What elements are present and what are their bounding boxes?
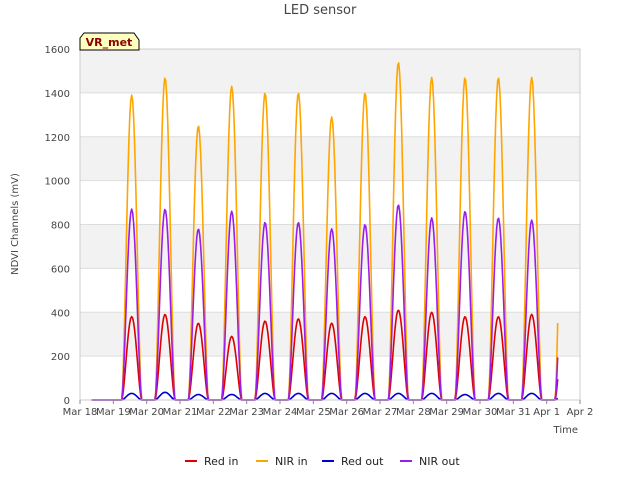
y-tick-label: 1400 bbox=[45, 89, 70, 100]
legend: Red in NIR in Red out NIR out bbox=[185, 455, 460, 468]
x-tick-label: Mar 27 bbox=[363, 407, 398, 418]
x-tick-label: Mar 22 bbox=[196, 407, 231, 418]
x-tick-label: Mar 23 bbox=[229, 407, 264, 418]
legend-label: NIR out bbox=[419, 455, 460, 468]
legend-label: NIR in bbox=[275, 455, 308, 468]
y-tick-label: 200 bbox=[51, 352, 70, 363]
y-tick-label: 1000 bbox=[45, 177, 70, 188]
x-tick-label: Mar 21 bbox=[163, 407, 198, 418]
x-tick-label: Mar 24 bbox=[263, 407, 298, 418]
x-tick-label: Mar 25 bbox=[296, 407, 331, 418]
x-tick-label: Mar 18 bbox=[63, 407, 98, 418]
x-tick-label: Mar 31 bbox=[496, 407, 531, 418]
x-tick-label: Mar 26 bbox=[329, 407, 364, 418]
station-badge-label: VR_met bbox=[86, 36, 133, 49]
y-tick-label: 600 bbox=[51, 264, 70, 275]
x-tick-label: Mar 19 bbox=[96, 407, 131, 418]
x-tick-label: Apr 1 bbox=[533, 407, 560, 418]
legend-label: Red out bbox=[341, 455, 384, 468]
y-tick-label: 400 bbox=[51, 308, 70, 319]
legend-label: Red in bbox=[204, 455, 238, 468]
x-tick-label: Apr 2 bbox=[567, 407, 594, 418]
plot-band bbox=[80, 49, 580, 93]
y-tick-label: 800 bbox=[51, 221, 70, 232]
x-tick-label: Mar 28 bbox=[396, 407, 431, 418]
y-axis-label: NDVI Channels (mV) bbox=[10, 173, 21, 275]
x-tick-label: Mar 20 bbox=[129, 407, 164, 418]
station-badge: VR_met bbox=[79, 32, 140, 51]
x-tick-label: Mar 29 bbox=[429, 407, 464, 418]
x-tick-label: Mar 30 bbox=[463, 407, 498, 418]
plot-frame bbox=[79, 48, 581, 401]
y-tick-label: 0 bbox=[64, 396, 70, 407]
chart-title: LED sensor bbox=[284, 3, 357, 18]
station-badge-shape bbox=[79, 32, 140, 51]
y-tick-label: 1200 bbox=[45, 133, 70, 144]
y-axis-ticks: 0 200 400 600 800 1000 1200 1400 1600 bbox=[45, 45, 70, 407]
y-tick-label: 1600 bbox=[45, 45, 70, 56]
x-axis-label: Time bbox=[553, 425, 578, 436]
